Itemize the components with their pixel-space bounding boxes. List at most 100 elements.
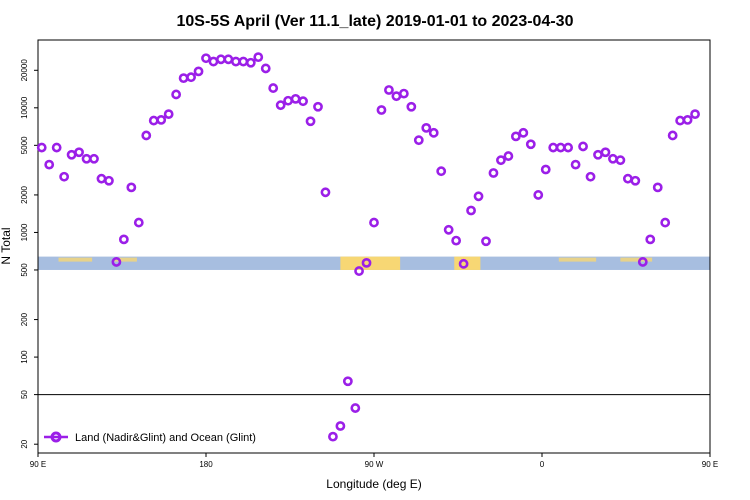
data-point bbox=[275, 100, 286, 111]
island-band bbox=[558, 257, 597, 262]
data-point bbox=[660, 217, 671, 228]
x-tick-label: 0 bbox=[540, 460, 545, 469]
data-point bbox=[413, 135, 424, 146]
data-point bbox=[66, 149, 77, 160]
legend-marker bbox=[50, 431, 62, 443]
island-band bbox=[114, 257, 137, 262]
data-point bbox=[473, 191, 484, 202]
data-point bbox=[313, 101, 323, 112]
y-axis: 20 50 100 200 500 1000 2000 5000 10000 20000 bbox=[20, 59, 38, 449]
data-point bbox=[622, 173, 633, 184]
data-point bbox=[578, 141, 588, 152]
data-point bbox=[253, 52, 264, 63]
x-tick-label: 180 bbox=[199, 460, 213, 469]
land-ocean-band bbox=[38, 256, 710, 270]
data-point bbox=[354, 266, 364, 276]
data-point bbox=[608, 153, 618, 164]
data-point bbox=[51, 142, 62, 153]
y-axis-label: N Total bbox=[0, 227, 13, 264]
data-point bbox=[223, 54, 234, 65]
data-point bbox=[391, 91, 402, 102]
legend: Land (Nadir&Glint) and Ocean (Glint) bbox=[44, 431, 256, 444]
data-point bbox=[96, 173, 107, 184]
data-point bbox=[283, 95, 294, 106]
data-point bbox=[36, 142, 47, 153]
data-point bbox=[451, 235, 462, 246]
y-tick-label: 20000 bbox=[20, 59, 29, 82]
data-point bbox=[89, 153, 99, 164]
y-tick-label: 2000 bbox=[20, 185, 29, 203]
plot-frame bbox=[37, 39, 711, 454]
data-point bbox=[496, 155, 506, 166]
x-axis: 90 E 180 90 W 0 90 E bbox=[30, 453, 718, 469]
data-point bbox=[398, 88, 409, 99]
y-tick-label: 5000 bbox=[20, 136, 29, 154]
data-point bbox=[361, 257, 372, 268]
y-tick-label: 1000 bbox=[20, 223, 29, 241]
x-axis-label: Longitude (deg E) bbox=[326, 477, 421, 491]
y-tick-label: 200 bbox=[20, 312, 29, 326]
data-point bbox=[645, 234, 656, 245]
data-point bbox=[428, 127, 439, 138]
x-tick-label: 90 E bbox=[30, 460, 46, 469]
data-point bbox=[406, 101, 417, 112]
chart-title: 10S-5S April (Ver 11.1_late) 2019-01-01 … bbox=[177, 13, 574, 30]
data-point bbox=[126, 182, 137, 193]
data-point bbox=[260, 63, 271, 74]
data-point bbox=[133, 217, 144, 228]
data-point bbox=[548, 142, 559, 153]
data-point bbox=[201, 53, 211, 64]
data-point bbox=[118, 234, 129, 245]
data-point bbox=[216, 54, 226, 65]
data-point bbox=[156, 114, 167, 125]
data-point bbox=[600, 147, 611, 158]
data-point bbox=[111, 257, 122, 267]
data-point bbox=[148, 115, 159, 126]
data-point bbox=[637, 257, 648, 267]
data-point bbox=[570, 159, 581, 170]
legend-label: Land (Nadir&Glint) and Ocean (Glint) bbox=[75, 432, 256, 444]
data-point bbox=[230, 56, 241, 67]
data-point bbox=[563, 142, 574, 153]
data-point bbox=[510, 131, 521, 142]
data-point bbox=[178, 73, 189, 84]
data-point bbox=[193, 66, 204, 77]
data-point bbox=[369, 217, 379, 228]
data-point bbox=[466, 205, 476, 216]
y-tick-label: 500 bbox=[20, 263, 29, 277]
data-point bbox=[518, 127, 529, 138]
data-point bbox=[481, 236, 491, 247]
data-point bbox=[503, 151, 514, 161]
y-tick-label: 50 bbox=[20, 390, 29, 399]
data-point bbox=[320, 187, 331, 198]
data-point bbox=[208, 56, 219, 67]
data-point bbox=[443, 224, 454, 235]
data-point bbox=[305, 116, 316, 127]
data-point bbox=[186, 72, 196, 83]
data-point bbox=[141, 130, 152, 141]
data-point bbox=[376, 105, 387, 115]
data-point bbox=[593, 149, 603, 160]
data-point bbox=[328, 431, 338, 442]
data-point bbox=[298, 96, 308, 107]
data-point bbox=[615, 155, 626, 166]
data-point bbox=[335, 421, 346, 431]
x-tick-label: 90 E bbox=[702, 460, 718, 469]
data-point bbox=[675, 115, 686, 126]
data-point bbox=[350, 403, 361, 413]
data-point bbox=[652, 182, 663, 193]
data-point bbox=[290, 93, 301, 104]
data-point bbox=[667, 130, 678, 141]
y-tick-label: 10000 bbox=[20, 96, 29, 119]
data-point bbox=[421, 122, 432, 133]
data-point bbox=[585, 171, 596, 182]
data-point bbox=[540, 164, 551, 175]
data-point bbox=[104, 175, 114, 186]
data-point bbox=[384, 85, 394, 95]
data-point bbox=[81, 153, 92, 164]
data-point bbox=[342, 376, 353, 387]
island-band bbox=[620, 257, 653, 262]
data-point bbox=[163, 109, 174, 120]
island-band bbox=[58, 257, 93, 262]
